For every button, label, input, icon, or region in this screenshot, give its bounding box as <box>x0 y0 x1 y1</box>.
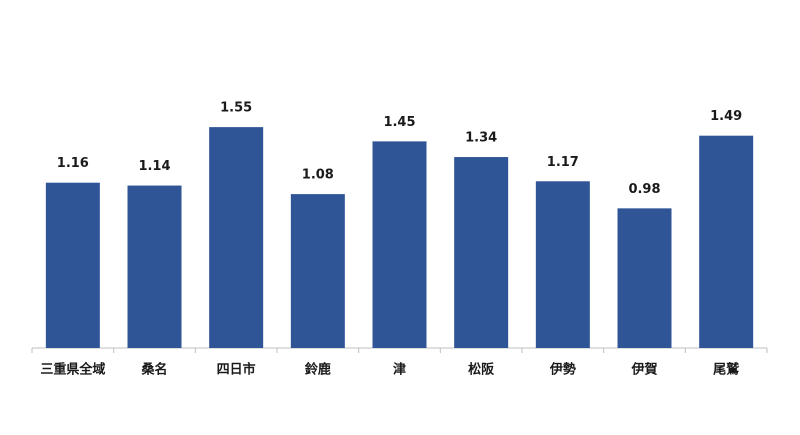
x-tick-label: 津 <box>393 362 406 378</box>
bar <box>127 185 182 348</box>
data-label: 1.16 <box>57 156 89 171</box>
data-label: 1.17 <box>547 155 579 170</box>
data-label: 0.98 <box>628 182 660 197</box>
data-label: 1.34 <box>465 131 497 146</box>
data-label: 1.08 <box>302 168 334 183</box>
x-tick-label: 三重県全域 <box>40 362 105 378</box>
x-tick-label: 桑名 <box>140 362 167 378</box>
x-tick-label: 松阪 <box>468 362 495 378</box>
x-tick-label: 尾鷲 <box>713 362 739 378</box>
x-tick-label: 四日市 <box>217 362 256 378</box>
bar <box>209 127 264 348</box>
bar <box>535 181 590 348</box>
data-label: 1.55 <box>220 101 252 116</box>
x-tick-label: 鈴鹿 <box>305 362 331 378</box>
bar <box>290 194 345 348</box>
data-label: 1.49 <box>710 109 742 124</box>
bar <box>454 157 509 348</box>
bar <box>617 208 672 348</box>
x-tick-label: 伊賀 <box>630 362 657 378</box>
x-tick-label: 伊勢 <box>549 362 576 378</box>
data-label: 1.14 <box>138 159 170 174</box>
bar <box>45 182 100 348</box>
bar <box>699 135 754 348</box>
bar <box>372 141 427 348</box>
data-label: 1.45 <box>383 115 415 130</box>
